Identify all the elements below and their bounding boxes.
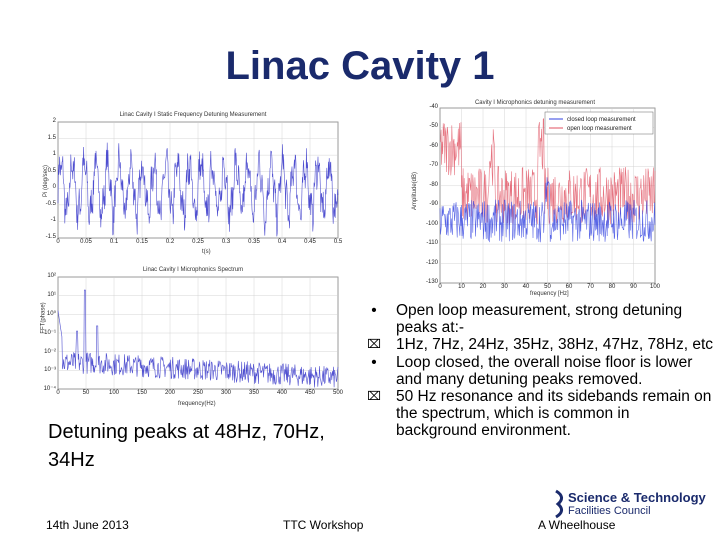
bullet-marker: • bbox=[371, 302, 377, 319]
bullet-marker: • bbox=[371, 353, 377, 371]
tick-label: 0.2 bbox=[165, 239, 175, 245]
tick-label: 10² bbox=[47, 273, 56, 279]
tick-label: 10⁻² bbox=[44, 348, 56, 355]
tick-label: 450 bbox=[304, 390, 316, 396]
bullet-marker: ⌧ bbox=[367, 389, 381, 404]
series-line bbox=[57, 142, 339, 237]
plot-canvas bbox=[57, 121, 339, 239]
plot-canvas bbox=[57, 276, 339, 390]
tick-label: 0.3 bbox=[221, 239, 231, 245]
bullet-item: ⌧ 50 Hz resonance and its sidebands rema… bbox=[364, 388, 714, 440]
tick-label: 0.15 bbox=[136, 239, 148, 245]
tick-label: 200 bbox=[164, 390, 176, 396]
tick-label: 60 bbox=[565, 284, 573, 290]
tick-label: 500 bbox=[332, 390, 344, 396]
plot-title: Cavity I Microphonics detuning measureme… bbox=[474, 100, 596, 106]
tick-label: 2 bbox=[52, 118, 56, 124]
tick-label: 0 bbox=[56, 239, 60, 245]
legend-box bbox=[544, 111, 654, 135]
logo-line2: Facilities Council bbox=[568, 505, 651, 517]
tick-label: 0 bbox=[56, 390, 60, 396]
legend-label: open loop measurement bbox=[567, 126, 632, 132]
plot-xlabel: t(s) bbox=[202, 249, 211, 255]
bullet-item: • Open loop measurement, strong detuning… bbox=[364, 302, 714, 336]
legend-label: closed loop measurement bbox=[567, 117, 636, 123]
tick-label: 10⁻³ bbox=[44, 367, 56, 374]
tick-label: 20 bbox=[479, 284, 487, 290]
tick-label: 0.5 bbox=[47, 167, 56, 174]
tick-label: 350 bbox=[248, 390, 260, 396]
tick-label: 100 bbox=[649, 284, 661, 290]
logo-line1: Science & Technology bbox=[568, 490, 706, 505]
tick-label: 0.25 bbox=[192, 239, 204, 245]
logo-mark-icon bbox=[555, 489, 563, 519]
bullet-item: ⌧ 1Hz, 7Hz, 24Hz, 35Hz, 38Hz, 47Hz, 78Hz… bbox=[364, 336, 714, 353]
series-line bbox=[439, 177, 656, 243]
tick-label: 50 bbox=[82, 390, 90, 396]
tick-label: 0.1 bbox=[109, 239, 119, 245]
footer-date: 14th June 2013 bbox=[46, 518, 129, 532]
plot-title: Linac Cavity I Static Frequency Detuning… bbox=[119, 112, 267, 118]
tick-label: 0.35 bbox=[248, 239, 260, 245]
tick-label: 0.45 bbox=[304, 239, 316, 245]
detuning-caption: Detuning peaks at 48Hz, 70Hz, 34Hz bbox=[48, 421, 325, 471]
plot-xlabel: frequency(Hz) bbox=[178, 401, 216, 407]
tick-label: 400 bbox=[276, 390, 288, 396]
tick-label: -100 bbox=[425, 220, 438, 227]
bullet-item: • Loop closed, the overall noise floor i… bbox=[364, 354, 714, 388]
plot-xlabel: frequency [Hz] bbox=[530, 291, 569, 297]
tick-label: -130 bbox=[425, 279, 438, 285]
tick-label: -70 bbox=[429, 162, 438, 169]
plot-title: Linac Cavity I Microphonics Spectrum bbox=[142, 267, 244, 273]
tick-label: 0 bbox=[52, 184, 56, 191]
tick-label: 0.05 bbox=[80, 239, 92, 245]
tick-label: 30 bbox=[501, 284, 508, 290]
bullet-text: 1Hz, 7Hz, 24Hz, 35Hz, 38Hz, 47Hz, 78Hz, … bbox=[396, 336, 714, 354]
tick-label: 250 bbox=[192, 390, 204, 396]
tick-label: 10 bbox=[458, 284, 465, 290]
footer-event: TTC Workshop bbox=[283, 518, 364, 532]
tick-label: -40 bbox=[429, 104, 438, 110]
bullet-marker: ⌧ bbox=[367, 337, 381, 352]
bullet-list: • Open loop measurement, strong detuning… bbox=[364, 302, 714, 440]
bullet-text: Open loop measurement, strong detuning p… bbox=[396, 302, 683, 337]
detuning-db-plot: Cavity I Microphonics detuning measureme… bbox=[410, 98, 660, 300]
tick-label: -90 bbox=[429, 201, 438, 208]
tick-label: 100 bbox=[108, 390, 120, 396]
tick-label: 300 bbox=[220, 390, 232, 396]
tick-label: 80 bbox=[608, 284, 616, 290]
tick-label: 1.5 bbox=[47, 134, 56, 141]
tick-label: 50 bbox=[544, 284, 551, 290]
tick-label: -1.5 bbox=[45, 234, 56, 240]
series-line bbox=[439, 117, 656, 225]
tick-label: -120 bbox=[425, 259, 438, 266]
tick-label: -60 bbox=[429, 142, 438, 149]
plot-canvas: closed loop measurement open loop measure… bbox=[439, 107, 656, 284]
detuning-time-plot: Linac Cavity I Static Frequency Detuning… bbox=[38, 108, 348, 258]
tick-label: -110 bbox=[426, 240, 438, 247]
tick-label: 10⁻¹ bbox=[44, 330, 56, 336]
tick-label: 0.5 bbox=[333, 239, 343, 245]
tick-label: 0 bbox=[438, 284, 442, 290]
tick-label: 10⁰ bbox=[46, 311, 56, 318]
tick-label: 90 bbox=[630, 284, 637, 290]
tick-label: 10¹ bbox=[47, 291, 56, 298]
tick-label: 40 bbox=[522, 284, 530, 290]
tick-label: -80 bbox=[429, 181, 438, 188]
tick-label: 0.4 bbox=[277, 239, 287, 245]
tick-label: 1 bbox=[52, 151, 56, 158]
stfc-logo: Science & Technology Facilities Council bbox=[554, 486, 714, 520]
bullet-text: Loop closed, the overall noise floor is … bbox=[396, 353, 693, 388]
slide-title: Linac Cavity 1 bbox=[225, 44, 495, 88]
series-line bbox=[57, 289, 339, 388]
tick-label: 70 bbox=[587, 284, 594, 290]
tick-label: -50 bbox=[429, 123, 438, 130]
tick-label: -0.5 bbox=[45, 200, 56, 207]
footer-author: A Wheelhouse bbox=[538, 518, 616, 532]
tick-label: 150 bbox=[136, 390, 148, 396]
microphonics-spectrum-plot: Linac Cavity I Microphonics Spectrum FFT… bbox=[38, 265, 348, 410]
bullet-text: 50 Hz resonance and its sidebands remain… bbox=[396, 388, 712, 440]
tick-label: 10⁻⁴ bbox=[43, 386, 56, 392]
tick-label: -1 bbox=[50, 217, 56, 224]
